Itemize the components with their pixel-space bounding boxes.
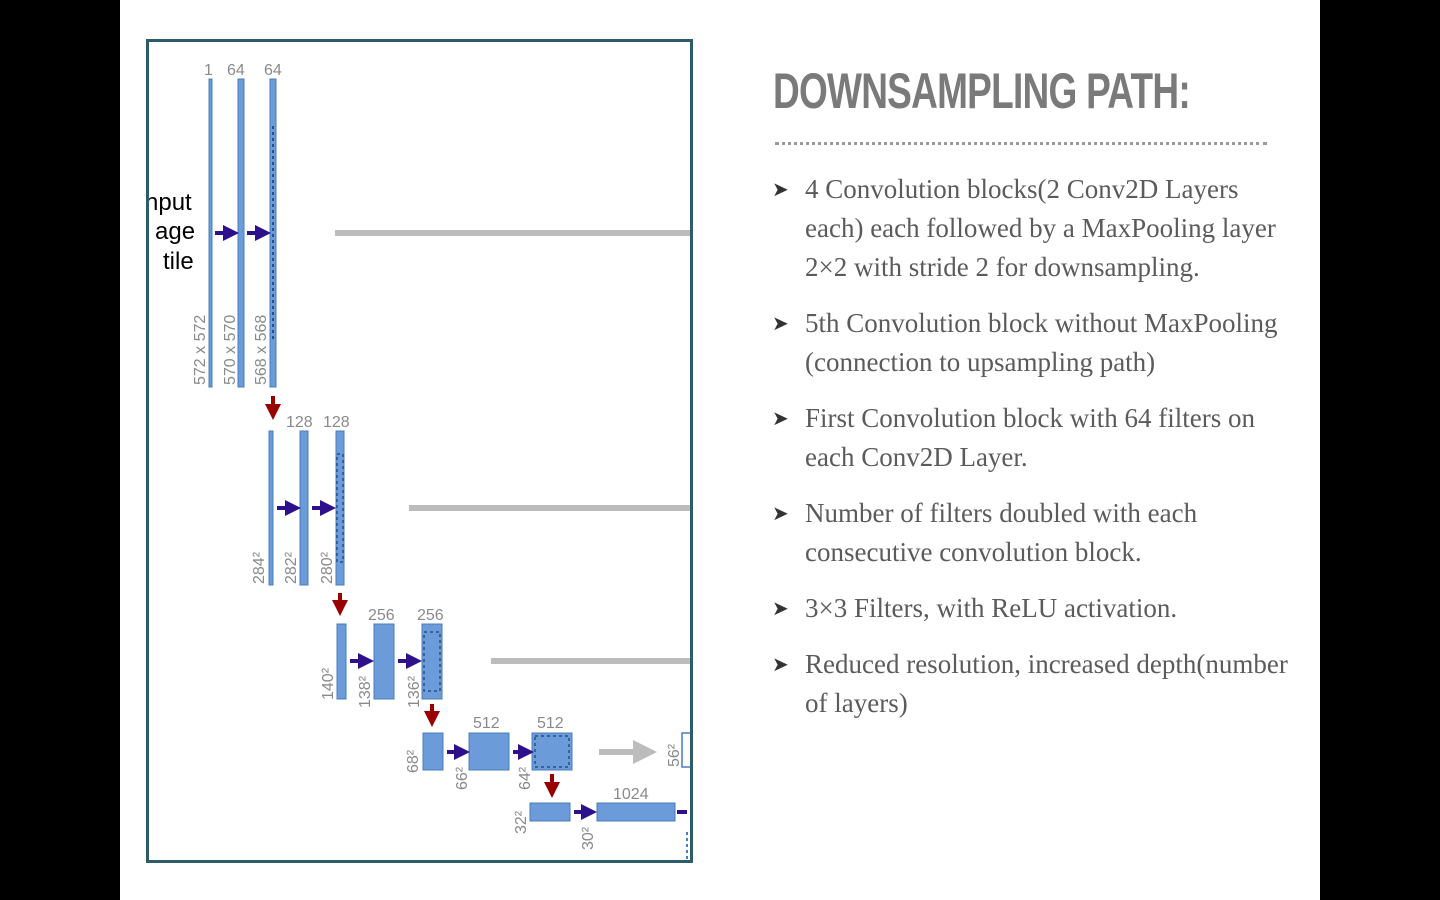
feature-map-upsampling-edge bbox=[681, 732, 690, 768]
size-label: 136² bbox=[406, 675, 423, 708]
copy-target-size-label: 56² bbox=[666, 743, 683, 767]
feature-map-l2-conv2 bbox=[335, 430, 345, 586]
feature-map-l3-pooled bbox=[336, 623, 347, 700]
slide: nput age tile 1 64 64 572 x 572 570 x 57… bbox=[120, 0, 1320, 900]
arrowhead-icon: ➤ bbox=[772, 652, 789, 676]
bullet-text: 4 Convolution blocks(2 Conv2D Layers eac… bbox=[805, 174, 1276, 282]
feature-map-l5-pooled bbox=[529, 802, 571, 822]
channel-label: 1 bbox=[204, 62, 213, 79]
input-label-line1: nput bbox=[149, 189, 192, 216]
size-label: 568 x 568 bbox=[253, 315, 270, 385]
arrowhead-icon: ➤ bbox=[772, 501, 789, 525]
size-label: 280² bbox=[319, 551, 336, 584]
size-label: 64² bbox=[517, 766, 534, 790]
feature-map-l4-conv1 bbox=[468, 732, 510, 771]
slide-title: DOWNSAMPLING PATH: bbox=[773, 63, 1191, 119]
crop-region-l3 bbox=[423, 631, 441, 692]
size-label: 284² bbox=[251, 551, 268, 584]
title-divider bbox=[775, 142, 1267, 145]
channel-label: 256 bbox=[368, 607, 395, 624]
size-label: 140² bbox=[320, 667, 337, 700]
feature-map-l4-conv2 bbox=[531, 732, 573, 771]
bullet-text: Reduced resolution, increased depth(numb… bbox=[805, 649, 1288, 718]
bullet-item: ➤ 5th Convolution block without MaxPoolin… bbox=[772, 304, 1292, 382]
bullet-list: ➤ 4 Convolution blocks(2 Conv2D Layers ea… bbox=[772, 170, 1292, 740]
feature-map-l3-conv2 bbox=[421, 623, 443, 700]
channel-label: 512 bbox=[473, 715, 500, 732]
bullet-item: ➤ 4 Convolution blocks(2 Conv2D Layers ea… bbox=[772, 170, 1292, 287]
size-label: 68² bbox=[405, 749, 422, 773]
arrowhead-icon: ➤ bbox=[772, 596, 789, 620]
input-label-line3: tile bbox=[163, 248, 194, 275]
bullet-text: 3×3 Filters, with ReLU activation. bbox=[805, 593, 1178, 623]
channel-label: 512 bbox=[537, 715, 564, 732]
bullet-text: Number of filters doubled with each cons… bbox=[805, 498, 1198, 567]
channel-label: 128 bbox=[323, 414, 350, 431]
channel-label: 128 bbox=[286, 414, 313, 431]
arrowhead-icon: ➤ bbox=[772, 406, 789, 430]
size-label: 138² bbox=[357, 675, 374, 708]
bullet-item: ➤ 3×3 Filters, with ReLU activation. bbox=[772, 589, 1292, 628]
size-label: 32² bbox=[513, 810, 530, 834]
bullet-item: ➤ Reduced resolution, increased depth(num… bbox=[772, 645, 1292, 723]
arrowhead-icon: ➤ bbox=[772, 311, 789, 335]
feature-map-l2-pooled bbox=[268, 430, 274, 586]
size-label: 282² bbox=[283, 551, 300, 584]
input-label-line2: age bbox=[155, 218, 195, 245]
feature-map-l2-conv1 bbox=[299, 430, 309, 586]
feature-map-l4-pooled bbox=[422, 732, 444, 771]
channel-label: 64 bbox=[264, 62, 282, 79]
feature-map-l3-conv1 bbox=[373, 623, 395, 700]
unet-diagram: nput age tile 1 64 64 572 x 572 570 x 57… bbox=[146, 39, 693, 863]
crop-region-l4 bbox=[534, 735, 570, 768]
size-label: 66² bbox=[454, 766, 471, 790]
bullet-item: ➤ First Convolution block with 64 filters… bbox=[772, 399, 1292, 477]
channel-label: 1024 bbox=[613, 786, 649, 803]
channel-label: 64 bbox=[227, 62, 245, 79]
arrowhead-icon: ➤ bbox=[772, 177, 789, 201]
unet-diagram-svg: nput age tile 1 64 64 572 x 572 570 x 57… bbox=[149, 62, 690, 860]
crop-region-l2 bbox=[336, 453, 344, 563]
size-label: 570 x 570 bbox=[222, 315, 239, 385]
bullet-item: ➤ Number of filters doubled with each con… bbox=[772, 494, 1292, 572]
feature-map-l5-conv1 bbox=[596, 802, 676, 822]
bullet-text: First Convolution block with 64 filters … bbox=[805, 403, 1255, 472]
feature-map-l1-conv2 bbox=[269, 78, 277, 388]
bullet-text: 5th Convolution block without MaxPooling… bbox=[805, 308, 1278, 377]
size-label: 30² bbox=[580, 826, 597, 850]
channel-label: 256 bbox=[417, 607, 444, 624]
size-label: 572 x 572 bbox=[192, 315, 209, 385]
feature-map-input bbox=[208, 78, 213, 388]
